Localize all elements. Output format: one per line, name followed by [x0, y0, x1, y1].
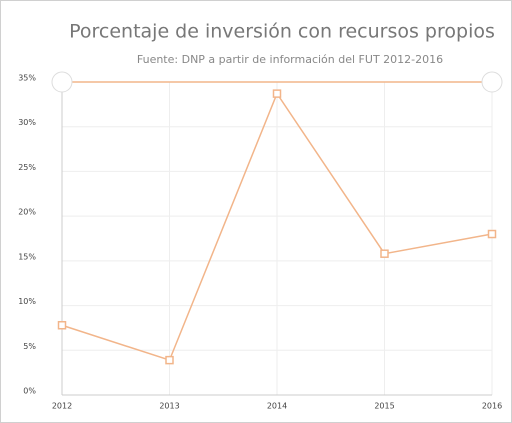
x-tick-label: 2014 — [267, 402, 287, 411]
y-tick-label: 10% — [18, 297, 36, 306]
x-tick-label: 2013 — [159, 402, 179, 411]
y-tick-label: 0% — [23, 387, 36, 396]
point — [380, 249, 389, 258]
point — [487, 229, 497, 239]
x-tick-label: 2012 — [52, 402, 72, 411]
range-handle[interactable] — [51, 71, 73, 93]
y-tick-label: 5% — [23, 342, 36, 351]
point — [272, 89, 282, 98]
chart-title: Porcentaje de inversión con recursos pro… — [69, 21, 495, 43]
x-tick-label: 2015 — [374, 402, 394, 411]
point — [165, 355, 174, 365]
y-tick-label: 30% — [18, 118, 36, 127]
y-tick-label: 25% — [18, 163, 36, 172]
chart-subtitle: Fuente: DNP a partir de información del … — [137, 53, 443, 66]
y-tick-label: 15% — [18, 252, 36, 261]
x-tick-label: 2016 — [482, 402, 502, 411]
y-tick-label: 20% — [18, 208, 36, 217]
y-tick-label: 35% — [18, 74, 36, 83]
point — [57, 320, 67, 330]
range-handle[interactable] — [481, 71, 503, 93]
